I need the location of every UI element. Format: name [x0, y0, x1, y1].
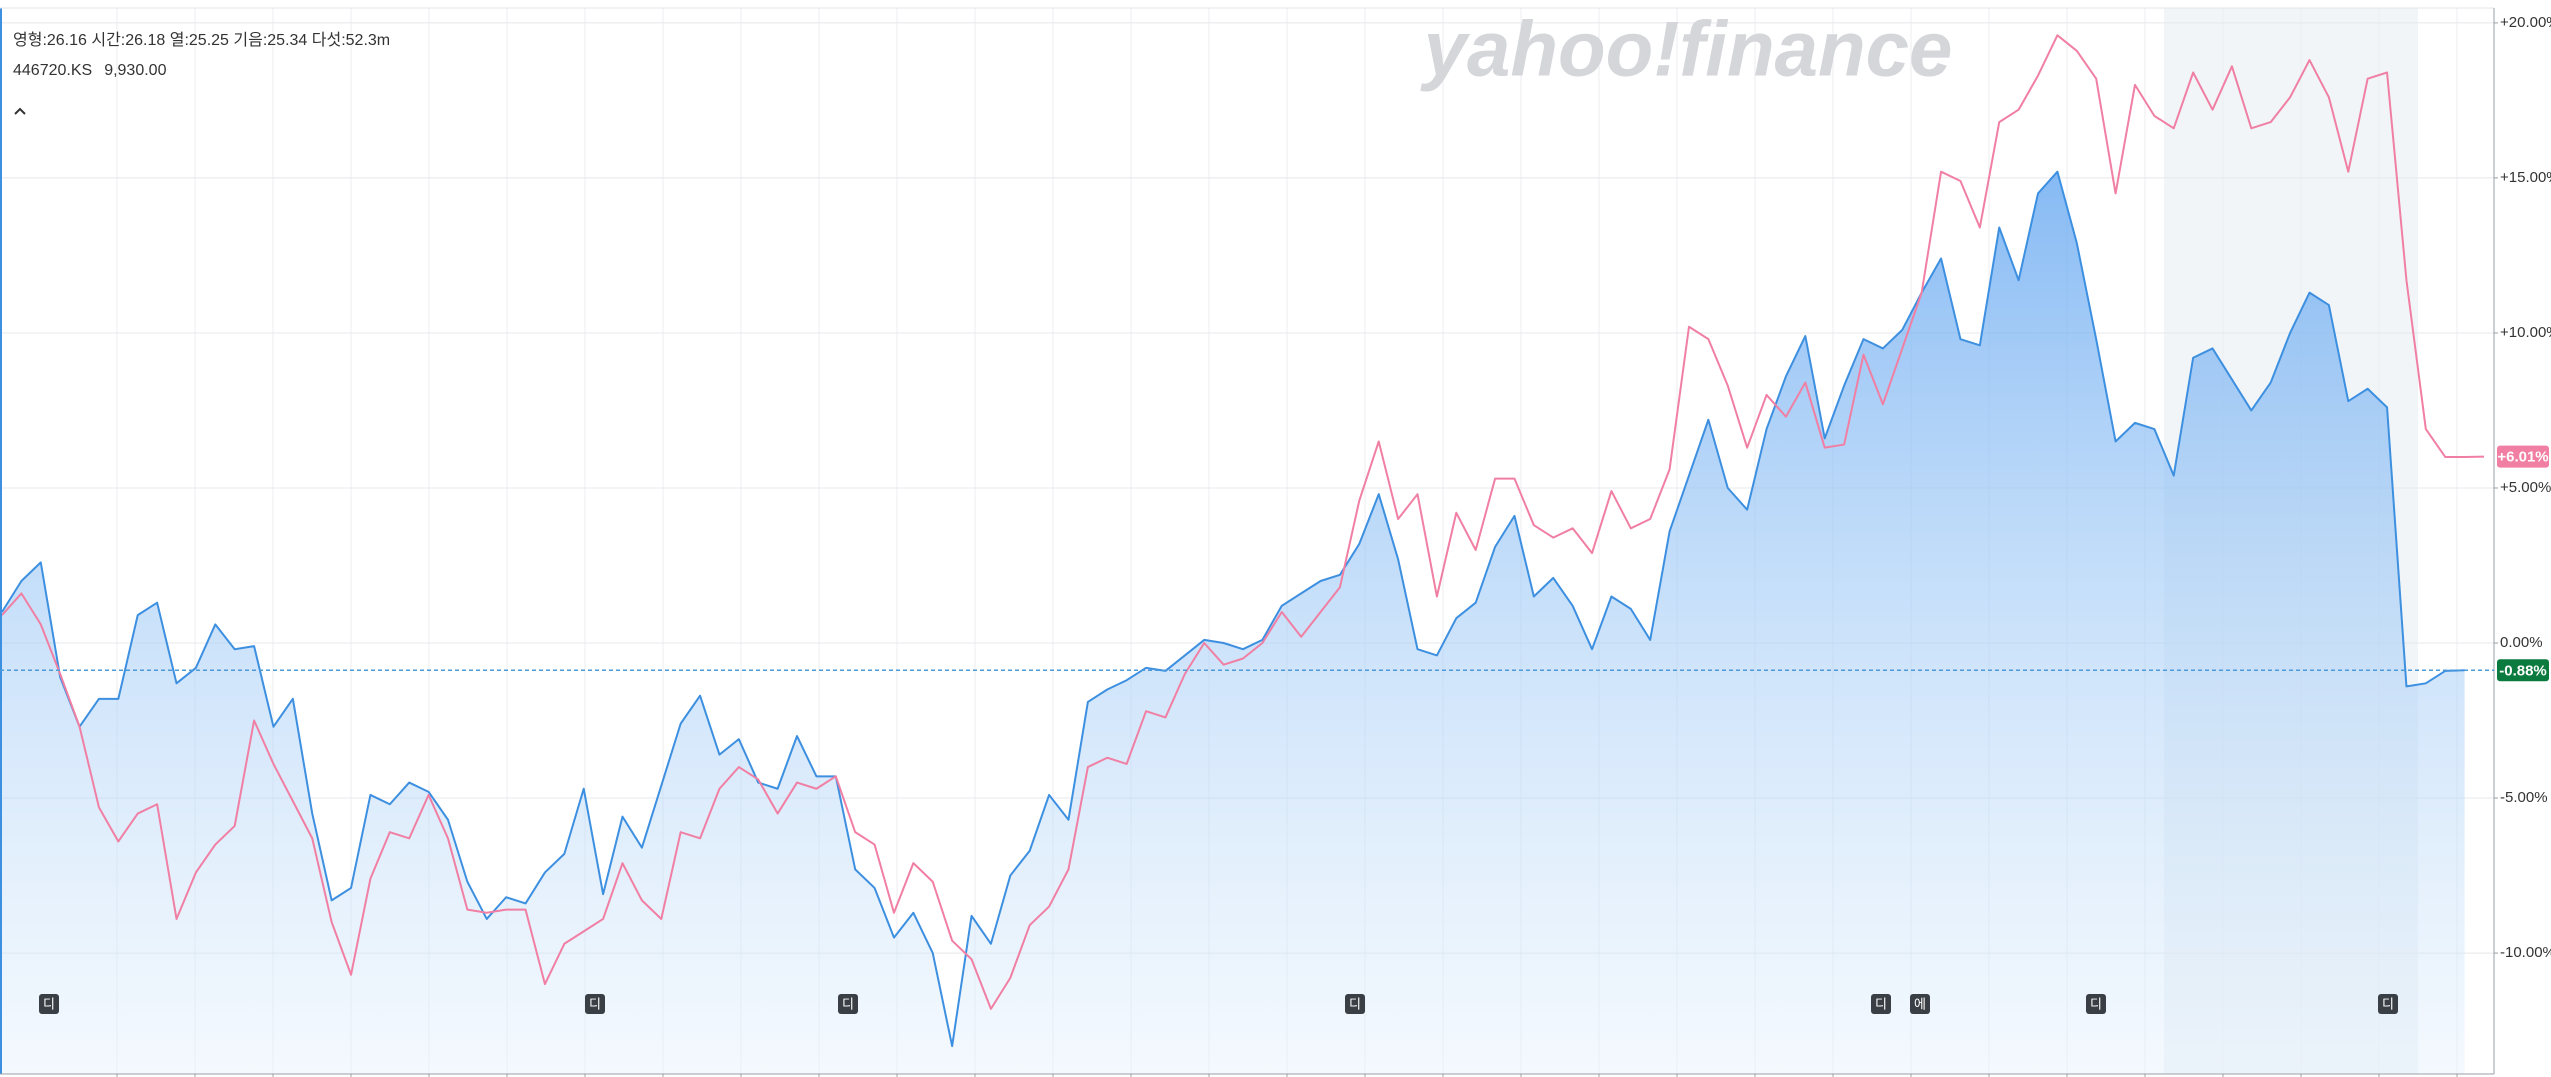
header-values: 영형:26.16 시간:26.18 열:25.25 기음:25.34 다섯:52…	[13, 31, 390, 49]
event-marker	[1910, 994, 1930, 1014]
event-marker	[585, 994, 605, 1014]
event-label: 디	[2382, 996, 2394, 1011]
value-badge	[2497, 445, 2549, 468]
event-marker	[2086, 994, 2106, 1014]
event-label: 에	[1914, 996, 1926, 1011]
event-marker	[39, 994, 59, 1014]
event-label: 디	[43, 996, 55, 1011]
value-badge-label: -0.88%	[2499, 662, 2547, 679]
y-tick-label: -10.00%	[2500, 944, 2551, 961]
event-label: 디	[842, 996, 854, 1011]
overlay: +6.01% -0.88% 디 디 디 디 디 에 디 디	[0, 445, 2549, 1014]
y-tick-label: +5.00%	[2500, 479, 2551, 496]
area	[2, 171, 2465, 1074]
watermark: yahoo!finance	[1420, 5, 1953, 93]
value-badge	[2497, 659, 2549, 682]
event-marker	[1871, 994, 1891, 1014]
legend-entry: 9,930.00	[104, 62, 166, 79]
y-tick-label: +10.00%	[2500, 324, 2551, 341]
y-tick-label: -5.00%	[2500, 789, 2548, 806]
y-tick-label: 0.00%	[2500, 634, 2543, 651]
event-marker	[2378, 994, 2398, 1014]
line	[1, 34, 2485, 1010]
plot	[1, 34, 2485, 1074]
event-label: 디	[1349, 996, 1361, 1011]
event-label: 디	[1875, 996, 1887, 1011]
y-tick-label: +15.00%	[2500, 169, 2551, 186]
collapse-button[interactable]	[14, 107, 26, 115]
event-label: 디	[589, 996, 601, 1011]
value-badge-label: +6.01%	[2497, 449, 2548, 466]
y-tick-label: +20.00%	[2500, 14, 2551, 31]
event-label: 디	[2090, 996, 2102, 1011]
line	[1, 170, 2465, 1048]
event-marker	[838, 994, 858, 1014]
legend-entry: 446720.KS	[13, 62, 92, 79]
event-marker	[1345, 994, 1365, 1014]
